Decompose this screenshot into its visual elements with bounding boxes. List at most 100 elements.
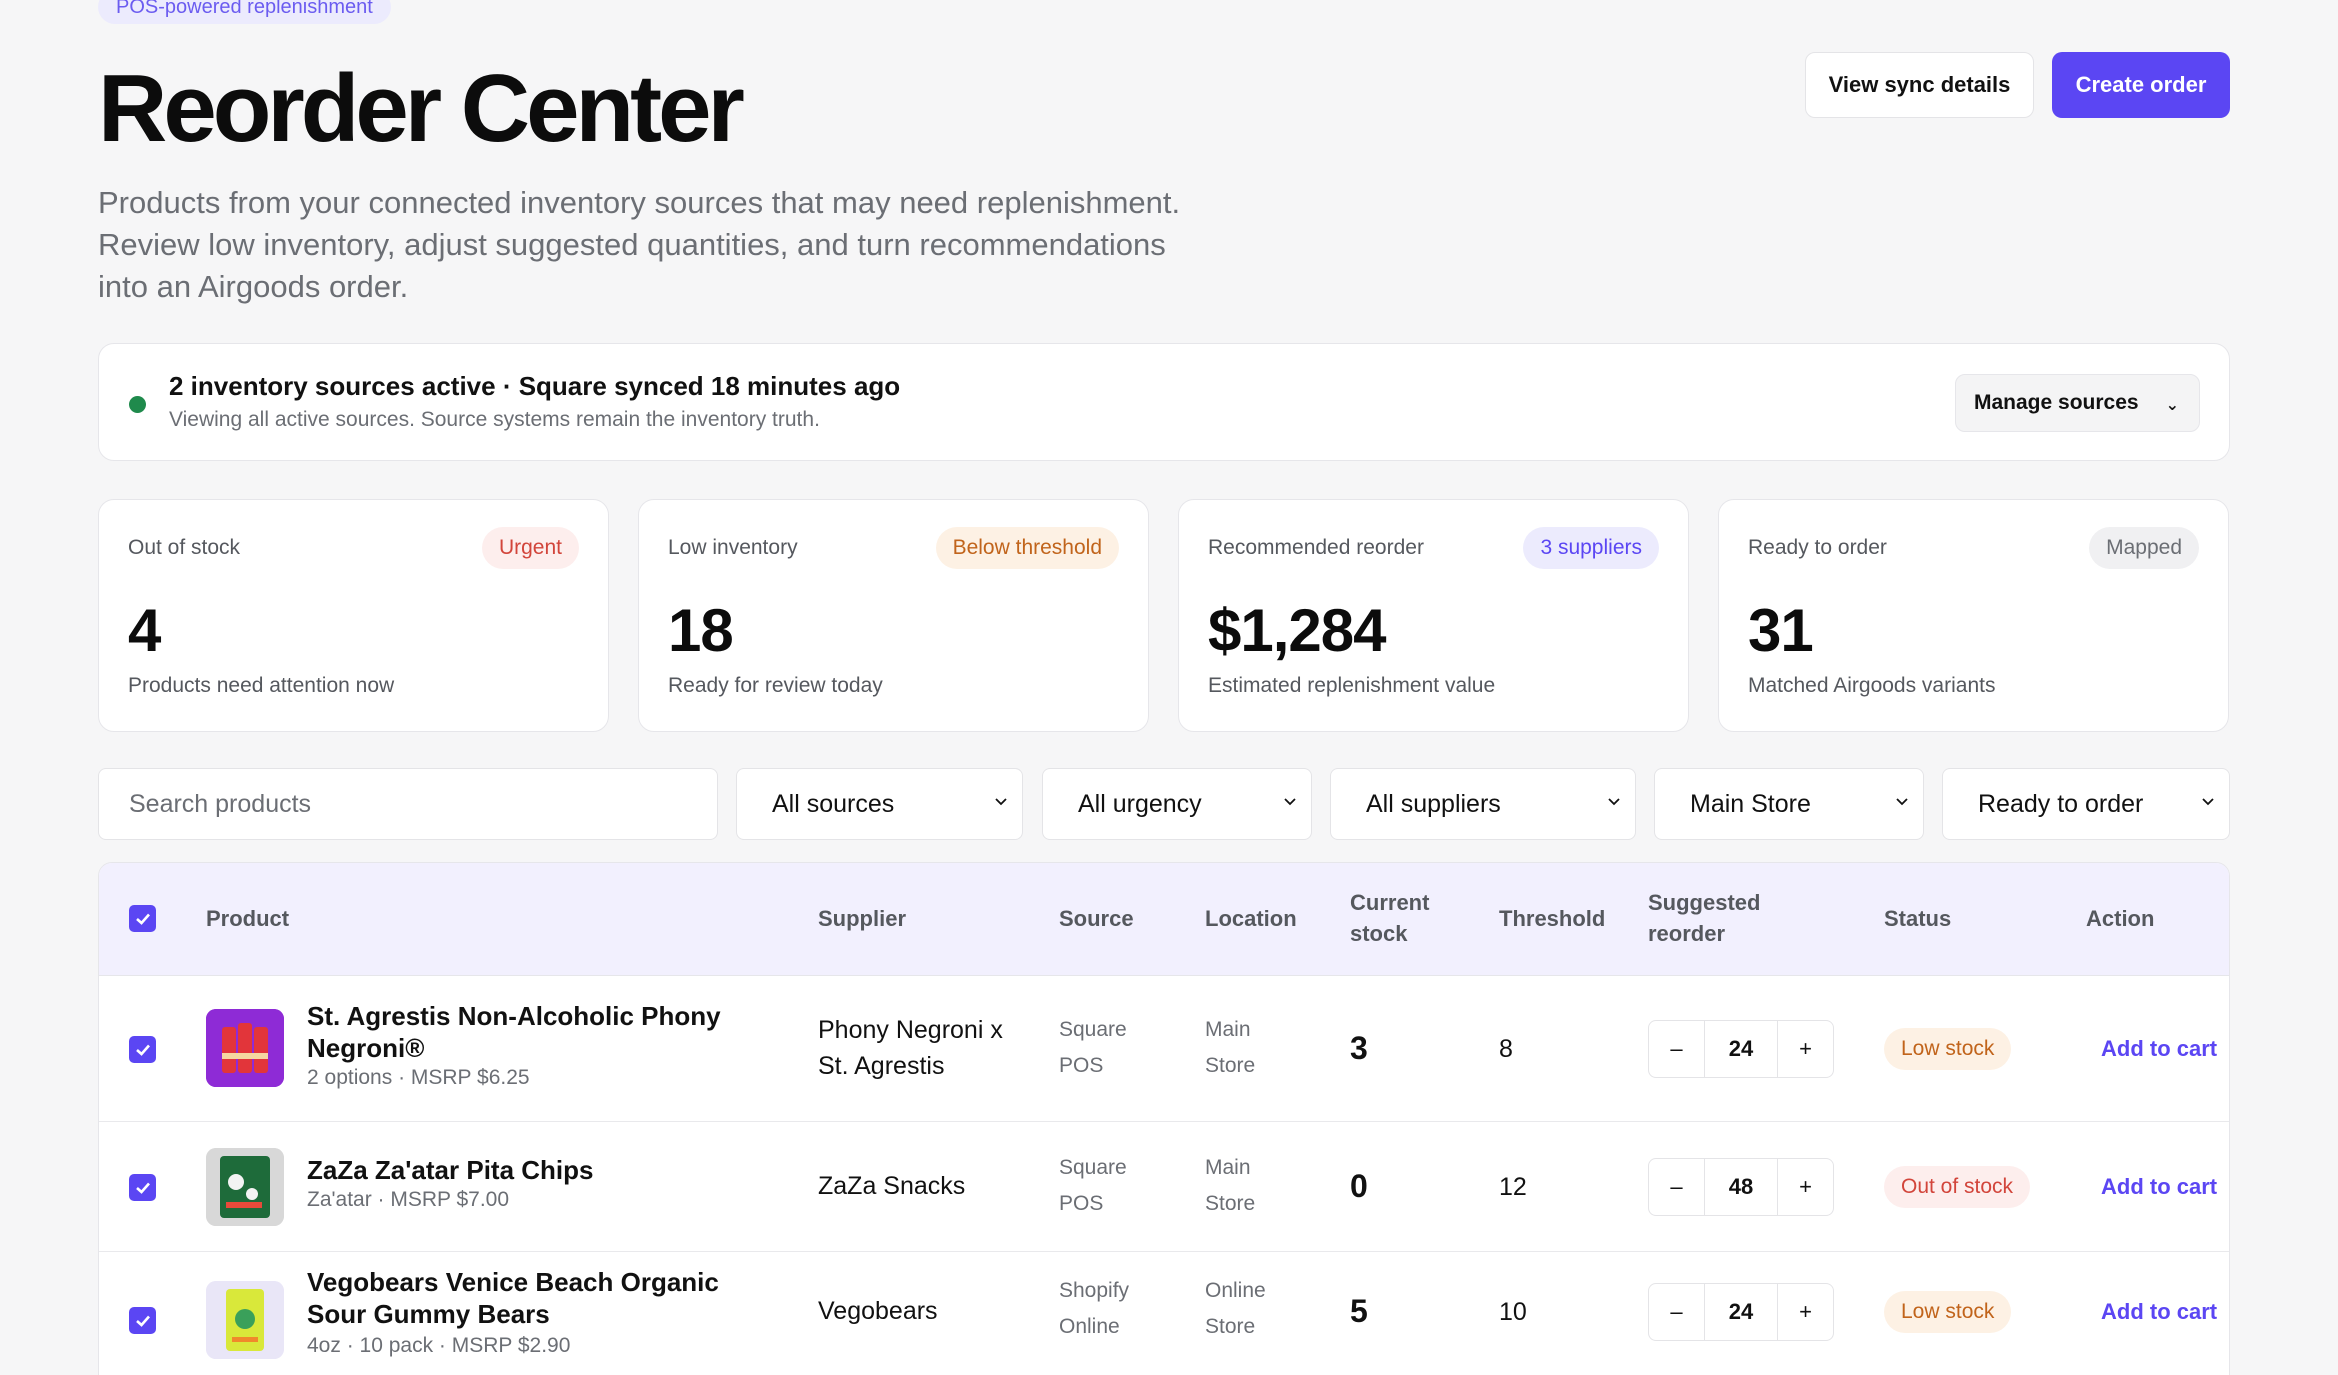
increase-quantity-button[interactable]: + <box>1777 1021 1833 1077</box>
page-description: Products from your connected inventory s… <box>98 185 1181 304</box>
column-header-source[interactable]: Source <box>1059 906 1134 931</box>
stat-badge-mapped: Mapped <box>2089 527 2199 569</box>
column-header-current-stock[interactable]: Current stock <box>1350 887 1429 949</box>
row-select-checkbox[interactable] <box>129 1174 156 1201</box>
stat-value: 31 <box>1748 597 1814 664</box>
location-name: Online Store <box>1205 1279 1266 1338</box>
manage-sources-button[interactable]: Manage sources ⌄ <box>1955 374 2200 432</box>
stat-badge-urgent: Urgent <box>481 527 579 569</box>
column-header-threshold[interactable]: Threshold <box>1499 906 1606 931</box>
column-header-suggested-reorder[interactable]: Suggested reorder <box>1648 887 1760 949</box>
page-title: Reorder Center <box>98 55 745 162</box>
stat-subtext: Products need attention now <box>128 674 395 697</box>
stat-badge-suppliers: 3 suppliers <box>1523 527 1659 569</box>
threshold-value: 10 <box>1499 1298 1527 1326</box>
reorder-table: Product Supplier Source Location Current… <box>98 862 2230 1375</box>
sync-status-title: 2 inventory sources active · Square sync… <box>169 371 901 401</box>
column-header-line: reorder <box>1648 921 1726 946</box>
stat-card-recommended-reorder: Recommended reorder 3 suppliers $1,284 E… <box>1178 499 1689 732</box>
product-image <box>206 1281 284 1359</box>
increase-quantity-button[interactable]: + <box>1777 1284 1833 1340</box>
row-select-checkbox[interactable] <box>129 1036 156 1063</box>
product-thumbnail <box>206 1009 284 1087</box>
product-name[interactable]: St. Agrestis Non-Alcoholic Phony Negroni… <box>307 1001 721 1063</box>
source-filter-value: All sources <box>772 789 895 818</box>
source-name: Square POS <box>1059 1018 1127 1077</box>
sync-status-subtitle: Viewing all active sources. Source syste… <box>169 408 820 431</box>
quantity-value[interactable]: 48 <box>1728 1174 1754 1199</box>
product-image <box>206 1009 284 1087</box>
product-thumbnail <box>206 1281 284 1359</box>
supplier-name: ZaZa Snacks <box>818 1172 966 1200</box>
stat-subtext: Matched Airgoods variants <box>1748 674 1996 697</box>
quantity-value[interactable]: 24 <box>1728 1299 1754 1324</box>
threshold-value: 12 <box>1499 1173 1527 1201</box>
current-stock: 5 <box>1350 1293 1368 1329</box>
column-header-supplier[interactable]: Supplier <box>818 906 907 931</box>
search-input[interactable] <box>98 768 718 840</box>
column-header-location[interactable]: Location <box>1205 906 1297 931</box>
add-to-cart-link[interactable]: Add to cart <box>2101 1036 2218 1061</box>
quantity-stepper: – 48 + <box>1648 1158 1834 1216</box>
stat-label: Recommended reorder <box>1208 536 1424 559</box>
product-meta: 4oz · 10 pack · MSRP $2.90 <box>307 1334 571 1357</box>
chevron-down-icon <box>2202 798 2214 806</box>
decrease-quantity-button[interactable]: – <box>1649 1021 1705 1077</box>
supplier-name: Phony Negroni x St. Agrestis <box>818 1016 1003 1080</box>
product-name[interactable]: Vegobears Venice Beach Organic Sour Gumm… <box>307 1267 719 1329</box>
sync-status-card: 2 inventory sources active · Square sync… <box>98 343 2230 461</box>
increase-quantity-button[interactable]: + <box>1777 1159 1833 1215</box>
status-badge: Low stock <box>1884 1028 2012 1070</box>
add-to-cart-link[interactable]: Add to cart <box>2101 1174 2218 1199</box>
status-badge: Low stock <box>1884 1291 2012 1333</box>
quantity-value[interactable]: 24 <box>1728 1036 1754 1061</box>
row-select-checkbox[interactable] <box>129 1307 156 1334</box>
chevron-down-icon <box>1896 798 1908 806</box>
decrease-quantity-button[interactable]: – <box>1649 1159 1705 1215</box>
check-icon <box>135 1044 150 1056</box>
view-sync-details-button[interactable]: View sync details <box>1805 52 2034 118</box>
urgency-filter-select[interactable]: All urgency <box>1042 768 1312 840</box>
sync-status-dot <box>129 396 146 413</box>
add-to-cart-link[interactable]: Add to cart <box>2101 1299 2218 1324</box>
create-order-button[interactable]: Create order <box>2052 52 2230 118</box>
stat-label: Low inventory <box>668 536 798 559</box>
stat-subtext: Ready for review today <box>668 674 883 697</box>
readiness-filter-value: Ready to order <box>1978 789 2144 818</box>
stat-value: 18 <box>668 597 734 664</box>
location-filter-select[interactable]: Main Store <box>1654 768 1924 840</box>
source-name: Square POS <box>1059 1156 1127 1215</box>
manage-sources-label: Manage sources <box>1974 391 2139 414</box>
column-header-line: Suggested <box>1648 890 1761 915</box>
select-all-checkbox[interactable] <box>129 905 156 932</box>
column-header-product[interactable]: Product <box>206 906 290 931</box>
current-stock: 3 <box>1350 1030 1368 1066</box>
column-header-status[interactable]: Status <box>1884 906 1952 931</box>
product-image <box>206 1148 284 1226</box>
product-thumbnail <box>206 1148 284 1226</box>
quantity-stepper: – 24 + <box>1648 1020 1834 1078</box>
stat-value: $1,284 <box>1208 597 1387 664</box>
stat-card-low-inventory: Low inventory Below threshold 18 Ready f… <box>638 499 1149 732</box>
location-name: Main Store <box>1205 1018 1256 1077</box>
source-filter-select[interactable]: All sources <box>736 768 1023 840</box>
location-name: Main Store <box>1205 1156 1256 1215</box>
check-icon <box>135 1182 150 1194</box>
decrease-quantity-button[interactable]: – <box>1649 1284 1705 1340</box>
stat-badge-below-threshold: Below threshold <box>935 527 1119 569</box>
chevron-down-icon: ⌄ <box>2165 397 2179 414</box>
table-row: Vegobears Venice Beach Organic Sour Gumm… <box>99 1252 2229 1375</box>
urgency-filter-value: All urgency <box>1078 789 1202 818</box>
table-header: Product Supplier Source Location Current… <box>99 863 2229 976</box>
column-header-action: Action <box>2086 906 2155 931</box>
location-filter-value: Main Store <box>1690 789 1811 818</box>
stat-card-ready-to-order: Ready to order Mapped 31 Matched Airgood… <box>1718 499 2229 732</box>
product-meta: 2 options · MSRP $6.25 <box>307 1066 530 1089</box>
stat-card-out-of-stock: Out of stock Urgent 4 Products need atte… <box>98 499 609 732</box>
readiness-filter-select[interactable]: Ready to order <box>1942 768 2230 840</box>
product-name[interactable]: ZaZa Za'atar Pita Chips <box>307 1155 594 1185</box>
supplier-filter-select[interactable]: All suppliers <box>1330 768 1636 840</box>
stat-subtext: Estimated replenishment value <box>1208 674 1496 697</box>
chevron-down-icon <box>1284 798 1296 806</box>
